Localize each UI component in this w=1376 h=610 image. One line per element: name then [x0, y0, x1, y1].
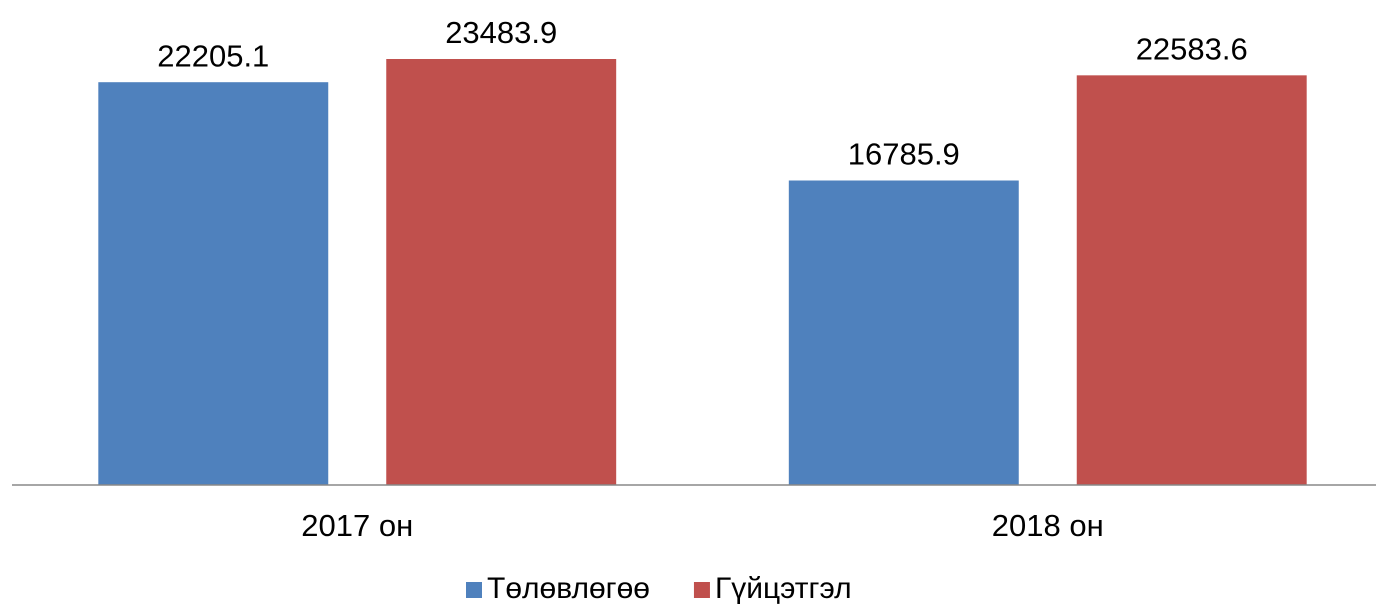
bar: [788, 180, 1019, 485]
bar: [1076, 75, 1307, 485]
data-label: 16785.9: [848, 137, 960, 172]
legend-label: Төлөвлөгөө: [487, 572, 650, 605]
legend-swatch: [693, 582, 710, 598]
x-tick-label: 2018 он: [992, 508, 1104, 543]
bar: [386, 59, 617, 486]
x-tick-label: 2017 он: [301, 508, 413, 543]
data-label: 23483.9: [445, 15, 557, 50]
data-label: 22205.1: [157, 38, 269, 73]
data-label: 22583.6: [1136, 32, 1248, 67]
legend-label: Гүйцэтгэл: [715, 572, 852, 605]
legend-swatch: [466, 582, 482, 598]
bar: [98, 82, 329, 485]
